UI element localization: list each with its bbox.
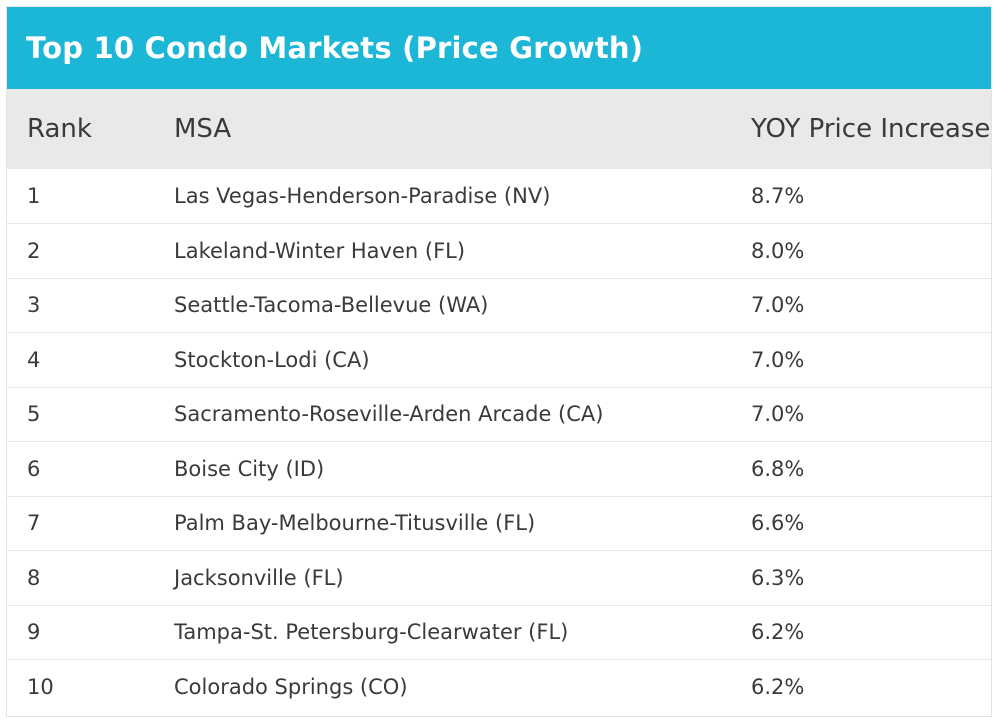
cell-msa: Palm Bay-Melbourne-Titusville (FL) [174,511,536,536]
header-row: Rank MSA YOY Price Increase [7,89,991,169]
column-header-rank: Rank [27,114,92,144]
cell-rank: 10 [27,675,54,699]
cell-rank: 5 [27,402,41,427]
cell-yoy: 6.2% [751,675,805,699]
cell-yoy: 6.8% [751,456,805,481]
cell-yoy: 6.3% [751,565,805,590]
cell-msa: Tampa-St. Petersburg-Clearwater (FL) [174,620,569,645]
cell-yoy: 6.6% [751,511,805,536]
cell-rank: 9 [27,620,41,645]
cell-msa: Colorado Springs (CO) [174,675,408,699]
table-row: 2 Lakeland-Winter Haven (FL) 8.0% [7,224,991,278]
data-table: Rank MSA YOY Price Increase 1 Las Vegas-… [7,89,991,714]
title-bar: Top 10 Condo Markets (Price Growth) [7,7,991,89]
table-title: Top 10 Condo Markets (Price Growth) [26,31,644,65]
cell-rank: 1 [27,184,41,208]
cell-rank: 6 [27,456,41,481]
table-row: 7 Palm Bay-Melbourne-Titusville (FL) 6.6… [7,496,991,551]
column-header-msa: MSA [174,114,232,144]
cell-rank: 7 [27,511,41,536]
cell-rank: 2 [27,238,41,263]
cell-msa: Lakeland-Winter Haven (FL) [174,238,466,263]
cell-rank: 3 [27,293,41,318]
column-header-yoy: YOY Price Increase [751,114,991,144]
cell-rank: 8 [27,565,41,590]
cell-yoy: 7.0% [751,347,805,372]
cell-rank: 4 [27,347,41,372]
cell-msa: Jacksonville (FL) [174,565,344,590]
table-row: 9 Tampa-St. Petersburg-Clearwater (FL) 6… [7,605,991,660]
table-row: 6 Boise City (ID) 6.8% [7,442,991,496]
table-row: 3 Seattle-Tacoma-Bellevue (WA) 7.0% [7,278,991,333]
cell-msa: Seattle-Tacoma-Bellevue (WA) [174,293,489,318]
cell-yoy: 7.0% [751,402,805,427]
table-row: 10 Colorado Springs (CO) 6.2% [7,660,991,715]
table-body: 1 Las Vegas-Henderson-Paradise (NV) 8.7%… [7,169,991,714]
cell-msa: Las Vegas-Henderson-Paradise (NV) [174,184,551,208]
table-row: 4 Stockton-Lodi (CA) 7.0% [7,333,991,387]
cell-msa: Stockton-Lodi (CA) [174,347,370,372]
table-row: 5 Sacramento-Roseville-Arden Arcade (CA)… [7,387,991,442]
table-card: Top 10 Condo Markets (Price Growth) Rank… [6,6,992,717]
cell-yoy: 7.0% [751,293,805,318]
cell-msa: Boise City (ID) [174,456,325,481]
cell-msa: Sacramento-Roseville-Arden Arcade (CA) [174,402,604,427]
table-row: 8 Jacksonville (FL) 6.3% [7,551,991,605]
cell-yoy: 8.7% [751,184,805,208]
cell-yoy: 6.2% [751,620,805,645]
cell-yoy: 8.0% [751,238,805,263]
table-row: 1 Las Vegas-Henderson-Paradise (NV) 8.7% [7,169,991,224]
